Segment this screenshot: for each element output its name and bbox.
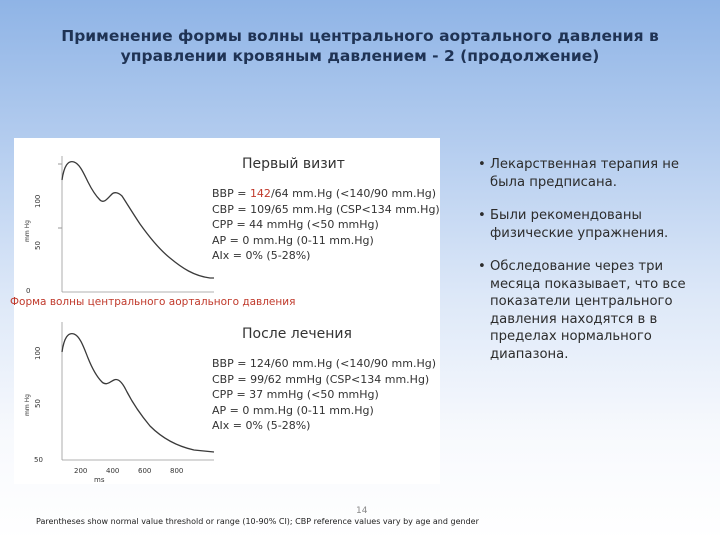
chart1-stat-cpp: CPP = 44 mmHg (<50 mmHg): [212, 218, 379, 231]
chart1-heading: Первый визит: [242, 156, 345, 172]
chart2-xlabel: ms: [94, 476, 105, 484]
chart2-stat-cpp: CPP = 37 mmHg (<50 mmHg): [212, 388, 379, 401]
chart1-stat-bbp: BBP = 142/64 mm.Hg (<140/90 mm.Hg): [212, 187, 436, 200]
chart2-xtick-800: 800: [170, 467, 183, 475]
bullet-item: • Обследование через три месяца показывае…: [478, 259, 686, 362]
chart2-stat-cbp: CBP = 99/62 mmHg (CSP<134 mm.Hg): [212, 372, 430, 386]
bullet-item: • Лекарственная терапия не была предписан…: [478, 157, 680, 190]
chart1-stat-aix: AIx = 0% (5-28%): [212, 249, 311, 262]
chart2-stat-ap: AP = 0 mm.Hg (0-11 mm.Hg): [212, 403, 374, 417]
waveform-charts-svg: 100 50 mm Hg 0 100 50 mm Hg 50 200 400 6…: [24, 156, 215, 484]
slide-title-line2: управлении кровяным давлением - 2 (продо…: [120, 47, 600, 65]
chart1-stat-ap: AP = 0 mm.Hg (0-11 mm.Hg): [212, 233, 374, 247]
chart2-xtick-600: 600: [138, 467, 151, 475]
chart2-ytick-low: 50: [34, 456, 43, 464]
page-number: 14: [356, 506, 368, 516]
waveform-caption: Форма волны центрального аортального дав…: [10, 296, 296, 308]
chart2-xtick-200: 200: [74, 467, 87, 475]
bbp-highlight: 142: [249, 187, 271, 200]
chart2-stat-aix: AIx = 0% (5-28%): [212, 419, 311, 432]
chart2-ytick-50: 50: [34, 399, 42, 408]
chart1-stats: BBP = 142/64 mm.Hg (<140/90 mm.Hg) CBP =…: [212, 186, 440, 264]
bullet-item: • Были рекомендованы физические упражнени…: [478, 208, 669, 241]
chart1-ytick-0: 0: [26, 287, 30, 295]
chart2-waveform: [61, 332, 215, 453]
chart1-waveform: [61, 160, 214, 279]
slide-title: Применение формы волны центрального аорт…: [14, 26, 706, 66]
chart2-stats: BBP = 124/60 mm.Hg (<140/90 mm.Hg) CBP =…: [212, 356, 436, 434]
chart2-xtick-400: 400: [106, 467, 119, 475]
chart2-ylabel: mm Hg: [24, 394, 31, 416]
chart2-ytick-100: 100: [34, 347, 42, 360]
chart1-ytick-50: 50: [34, 241, 42, 250]
chart1-ytick-100: 100: [34, 195, 42, 208]
slide-title-line1: Применение формы волны центрального аорт…: [61, 27, 659, 45]
chart1-ylabel: mm Hg: [24, 220, 31, 242]
waveform-panel: 100 50 mm Hg 0 100 50 mm Hg 50 200 400 6…: [14, 138, 440, 484]
chart1-stat-cbp: CBP = 109/65 mm.Hg (CSP<134 mm.Hg): [212, 202, 440, 216]
bullet-list: • Лекарственная терапия не была предписан…: [478, 156, 716, 379]
footnote: Parentheses show normal value threshold …: [36, 517, 479, 526]
bullet-dot-icon: •: [478, 259, 486, 274]
chart2-stat-bbp: BBP = 124/60 mm.Hg (<140/90 mm.Hg): [212, 357, 436, 370]
chart2-heading: После лечения: [242, 326, 352, 342]
bullet-dot-icon: •: [478, 157, 486, 172]
bullet-dot-icon: •: [478, 208, 486, 223]
